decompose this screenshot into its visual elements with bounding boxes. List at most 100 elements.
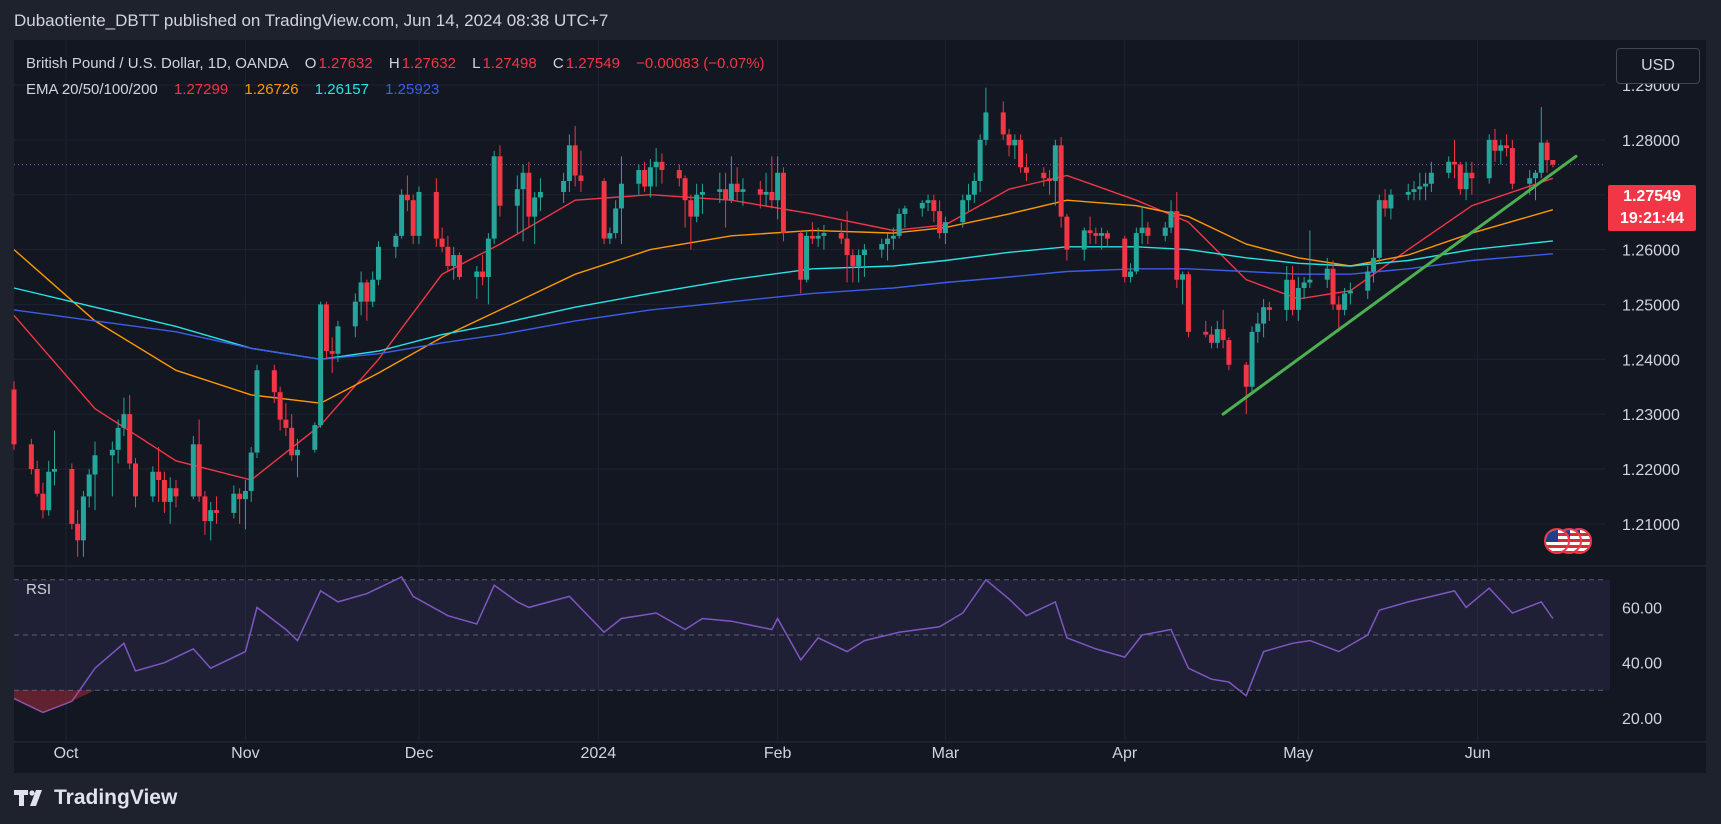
candle	[1081, 227, 1087, 261]
candle	[115, 419, 121, 464]
candle-body	[1139, 227, 1145, 234]
candle	[294, 438, 300, 478]
candle-body	[1006, 134, 1012, 146]
candle-body	[601, 180, 607, 239]
candle	[1128, 263, 1134, 283]
candle	[1382, 189, 1388, 217]
candle-body	[1220, 329, 1226, 341]
rsi-tick-label: 20.00	[1622, 711, 1662, 728]
candle-body	[1023, 167, 1029, 173]
candle-body	[1347, 290, 1353, 294]
candle-body	[856, 255, 862, 267]
time-tick-label: Feb	[764, 745, 792, 762]
candle-body	[1301, 282, 1307, 288]
symbol-name[interactable]: British Pound / U.S. Dollar, 1D, OANDA	[26, 55, 289, 72]
candle-body	[520, 172, 526, 190]
candle	[451, 246, 457, 280]
candle	[1371, 249, 1377, 283]
candle-body	[1307, 279, 1313, 283]
candle	[352, 293, 358, 338]
candle-body	[294, 449, 300, 456]
candle	[121, 397, 127, 437]
candle	[1052, 139, 1058, 206]
candle	[1099, 227, 1105, 250]
last-price-value: 1.27549	[1623, 188, 1681, 205]
candle-body	[1382, 200, 1388, 209]
ema200-value: 1.25923	[385, 81, 440, 98]
candle-body	[1133, 233, 1139, 272]
candle-body	[977, 139, 983, 181]
candle-body	[491, 156, 497, 239]
candle-body	[1446, 161, 1452, 173]
candle	[942, 216, 948, 245]
ema20-line	[13, 174, 1554, 481]
candle-body	[231, 493, 237, 513]
candle	[1446, 156, 1452, 179]
candle-body	[1162, 227, 1168, 236]
candle	[1388, 189, 1394, 220]
candle-body	[1330, 268, 1336, 305]
candle-body	[127, 414, 133, 464]
candle-body	[1093, 233, 1099, 236]
candle	[532, 191, 538, 245]
candle-body	[537, 191, 543, 198]
candle-body	[1099, 233, 1105, 236]
candle	[618, 156, 624, 245]
candle	[780, 167, 786, 242]
candle	[925, 194, 931, 212]
candle	[572, 126, 578, 187]
candle-body	[46, 471, 52, 511]
candle	[809, 222, 815, 245]
candle	[1104, 230, 1110, 247]
candle-body	[456, 255, 462, 277]
ema-label[interactable]: EMA 20/50/100/200	[26, 81, 158, 98]
price-grid	[14, 40, 1706, 773]
candle	[231, 485, 237, 519]
candle	[1457, 161, 1463, 195]
rsi-tick-label: 40.00	[1622, 656, 1662, 673]
publication-caption: Dubaotiente_DBTT published on TradingVie…	[14, 11, 609, 30]
candle	[896, 208, 902, 239]
candle-body	[497, 156, 503, 206]
us-flag-icon[interactable]	[1544, 528, 1570, 554]
time-tick-label: May	[1283, 745, 1313, 762]
candle-body	[109, 449, 115, 456]
tradingview-logo[interactable]: TradingView	[14, 786, 177, 810]
candle-body	[132, 463, 138, 497]
candle-body	[156, 471, 162, 480]
candle-body	[1336, 304, 1342, 310]
candle-body	[815, 235, 821, 239]
candle-body	[1538, 142, 1544, 173]
candle	[1330, 260, 1336, 310]
candle-body	[1376, 200, 1382, 258]
time-tick-label: Jun	[1465, 745, 1491, 762]
time-tick-label: Nov	[231, 745, 259, 762]
candle	[694, 183, 700, 223]
candle	[1307, 230, 1313, 288]
rsi-band-fill	[14, 579, 1610, 691]
low-value: 1.27498	[482, 55, 537, 72]
candle	[1174, 191, 1180, 288]
currency-button[interactable]: USD	[1616, 48, 1700, 84]
candles	[11, 87, 1556, 557]
candle-body	[971, 180, 977, 195]
candle	[728, 156, 734, 203]
ema-legend: EMA 20/50/100/200 1.27299 1.26726 1.2615…	[26, 81, 441, 98]
candle	[734, 167, 740, 201]
candle-body	[850, 255, 856, 267]
candle	[254, 364, 260, 459]
candle	[902, 205, 908, 228]
candle-body	[358, 282, 364, 302]
price-tick-label: 1.24000	[1622, 352, 1680, 369]
symbol-legend: British Pound / U.S. Dollar, 1D, OANDA O…	[26, 55, 767, 72]
time-tick-label: Apr	[1112, 745, 1138, 762]
candle	[28, 438, 34, 475]
candle	[885, 233, 891, 261]
candle	[1214, 320, 1220, 349]
economic-events[interactable]	[1536, 528, 1596, 558]
candle	[1423, 172, 1429, 201]
candle	[879, 238, 885, 258]
candle-body	[763, 191, 769, 195]
candle	[404, 175, 410, 212]
